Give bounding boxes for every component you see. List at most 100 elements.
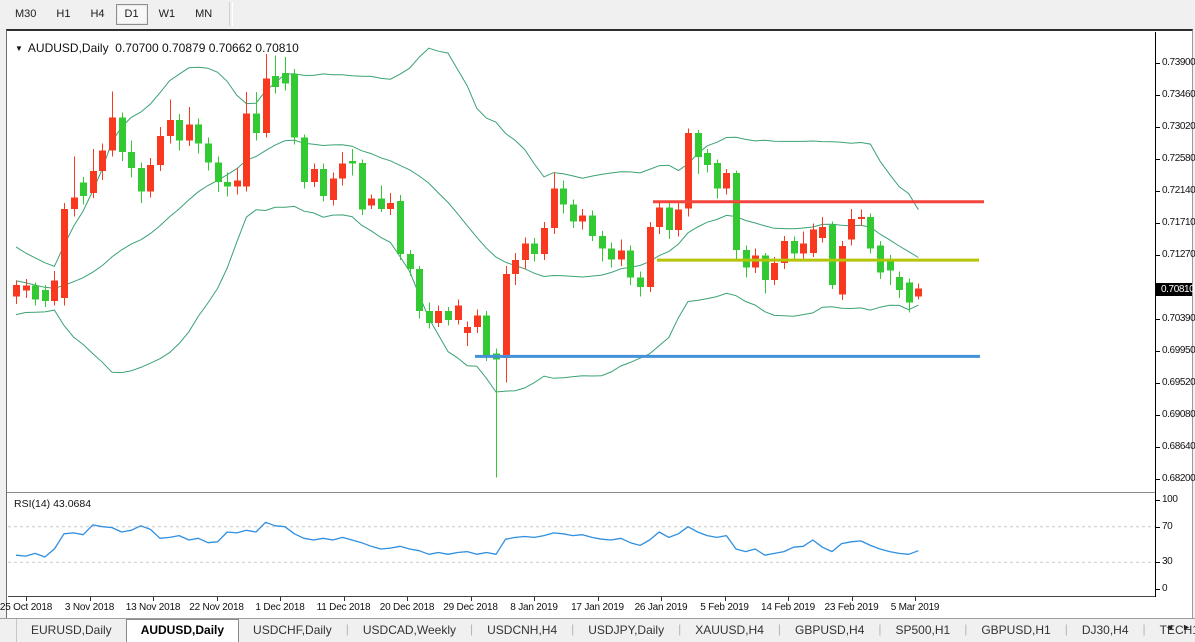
tab-usdjpy-daily[interactable]: USDJPY,Daily	[588, 623, 665, 637]
timeframe-button-m30[interactable]: M30	[15, 7, 37, 20]
timeframe-toolbar: M30 H1 H4 D1 W1 MN	[0, 0, 1195, 28]
ohlc-values: 0.70700 0.70879 0.70662 0.70810	[115, 41, 299, 55]
candle	[195, 118, 202, 154]
tab-xauusd-h4[interactable]: XAUUSD,H4	[695, 623, 764, 637]
tab-usdcad-weekly[interactable]: USDCAD,Weekly	[362, 623, 456, 637]
bollinger-lower-band	[15, 205, 919, 393]
bollinger-upper-band	[15, 47, 919, 268]
candle	[243, 92, 250, 192]
candle	[723, 168, 730, 195]
tab-scroll-arrows: ◄ ►	[1165, 622, 1191, 632]
candle	[474, 309, 481, 333]
timeframe-button-h4[interactable]: H4	[90, 7, 105, 20]
time-axis-label: 14 Feb 2019	[761, 602, 815, 613]
candle	[13, 280, 20, 304]
time-axis-tick	[788, 597, 789, 601]
time-axis-label: 22 Nov 2018	[189, 602, 244, 613]
price-axis-label: 0.73020	[1162, 121, 1195, 133]
rsi-axis-label: 0	[1162, 583, 1168, 594]
candle	[282, 57, 289, 91]
candle	[23, 279, 30, 298]
timeframe-button-d1[interactable]: D1	[115, 3, 148, 25]
candle	[205, 137, 212, 171]
candle	[551, 172, 558, 234]
price-axis-label: 0.68200	[1162, 473, 1195, 484]
time-axis-label: 29 Dec 2018	[443, 602, 498, 613]
tabbar-spacer	[0, 619, 17, 642]
candle	[61, 203, 68, 306]
tab-scroll-right-icon[interactable]: ►	[1182, 622, 1191, 632]
timeframe-button-w1[interactable]: W1	[158, 7, 176, 20]
time-axis-label: 11 Dec 2018	[316, 602, 371, 613]
tab-tech100-h1[interactable]: TECH100,H1	[1159, 623, 1195, 637]
rsi-indicator-panel[interactable]: RSI(14) 43.0684	[8, 494, 1155, 597]
timeframe-button-mn[interactable]: MN	[195, 7, 213, 20]
candle	[695, 130, 702, 174]
tab-scroll-left-icon[interactable]: ◄	[1165, 622, 1175, 632]
time-axis-tick	[407, 597, 408, 601]
tab-sp500-h1[interactable]: SP500,H1	[895, 623, 951, 637]
main-price-chart[interactable]: ▼ AUDUSD,Daily 0.70700 0.70879 0.70662 0.…	[8, 32, 1155, 492]
candle	[387, 192, 394, 215]
candlestick-canvas[interactable]	[8, 32, 1155, 492]
time-axis[interactable]: 25 Oct 2018 3 Nov 2018 13 Nov 2018 22 Nov 2…	[0, 597, 1155, 619]
timeframe-button-h1[interactable]: H1	[56, 7, 71, 20]
price-axis-label: 0.73460	[1162, 89, 1195, 101]
candle	[407, 249, 414, 277]
tab-usdchf-daily[interactable]: USDCHF,Daily	[253, 623, 332, 637]
tab-separator: |	[878, 622, 882, 636]
tab-gbpusd-h1[interactable]: GBPUSD,H1	[981, 623, 1051, 637]
candle	[224, 172, 231, 197]
candle	[80, 176, 87, 205]
price-axis-label: 0.72140	[1162, 185, 1195, 197]
candle	[368, 194, 375, 209]
candle	[330, 172, 337, 206]
candle	[570, 199, 577, 228]
candle	[599, 230, 606, 262]
tab-gbpusd-h4[interactable]: GBPUSD,H4	[795, 623, 865, 637]
tab-audusd-daily[interactable]: AUDUSD,Daily	[125, 619, 240, 642]
price-axis-label: 0.70390	[1162, 313, 1195, 325]
time-axis-tick	[153, 597, 154, 601]
tab-eurusd-daily[interactable]: EURUSD,Daily	[31, 623, 112, 637]
tab-separator: |	[964, 622, 968, 636]
toolbar-separator	[229, 2, 234, 26]
time-axis-tick	[470, 597, 472, 601]
rsi-indicator-label: RSI(14) 43.0684	[14, 498, 92, 510]
rsi-axis-tick	[1156, 562, 1160, 564]
candle	[819, 217, 826, 243]
candle	[618, 239, 625, 266]
candle	[128, 140, 135, 178]
time-axis-tick	[280, 597, 281, 601]
candle	[349, 149, 356, 176]
candle	[176, 114, 183, 151]
candle	[138, 162, 145, 204]
panel-splitter[interactable]	[7, 492, 1155, 494]
price-axis[interactable]: 0.70810 0.73900 0.73460 0.73020 0.72580 0.72…	[1155, 32, 1195, 597]
candle	[119, 112, 126, 161]
chart-tab-bar: EURUSD,Daily AUDUSD,Daily USDCHF,Daily | USD…	[0, 618, 1195, 642]
candle	[445, 306, 452, 326]
time-axis-tick	[89, 597, 91, 601]
chart-window: ▼ AUDUSD,Daily 0.70700 0.70879 0.70662 0.…	[0, 29, 1195, 620]
candle	[503, 265, 510, 383]
bollinger-middle-band	[15, 139, 919, 289]
candle	[263, 54, 270, 138]
candle	[858, 209, 865, 226]
tab-usdcnh-h4[interactable]: USDCNH,H4	[487, 623, 558, 637]
candle	[464, 321, 471, 347]
candle	[906, 278, 913, 313]
rsi-canvas[interactable]	[8, 494, 1155, 596]
price-axis-tick	[1156, 446, 1160, 448]
symbol-ohlc-line: ▼ AUDUSD,Daily 0.70700 0.70879 0.70662 0.…	[15, 41, 299, 55]
price-axis-label: 0.71710	[1162, 216, 1195, 228]
candle	[867, 213, 874, 254]
tab-dj30-h4[interactable]: DJ30,H4	[1081, 623, 1129, 637]
price-axis-label: 0.72580	[1162, 153, 1195, 165]
candle	[109, 91, 116, 157]
candle	[397, 195, 404, 261]
candle	[215, 156, 222, 193]
candle	[234, 167, 241, 195]
time-axis-tick	[597, 597, 599, 601]
time-axis-label: 17 Jan 2019	[571, 602, 624, 613]
